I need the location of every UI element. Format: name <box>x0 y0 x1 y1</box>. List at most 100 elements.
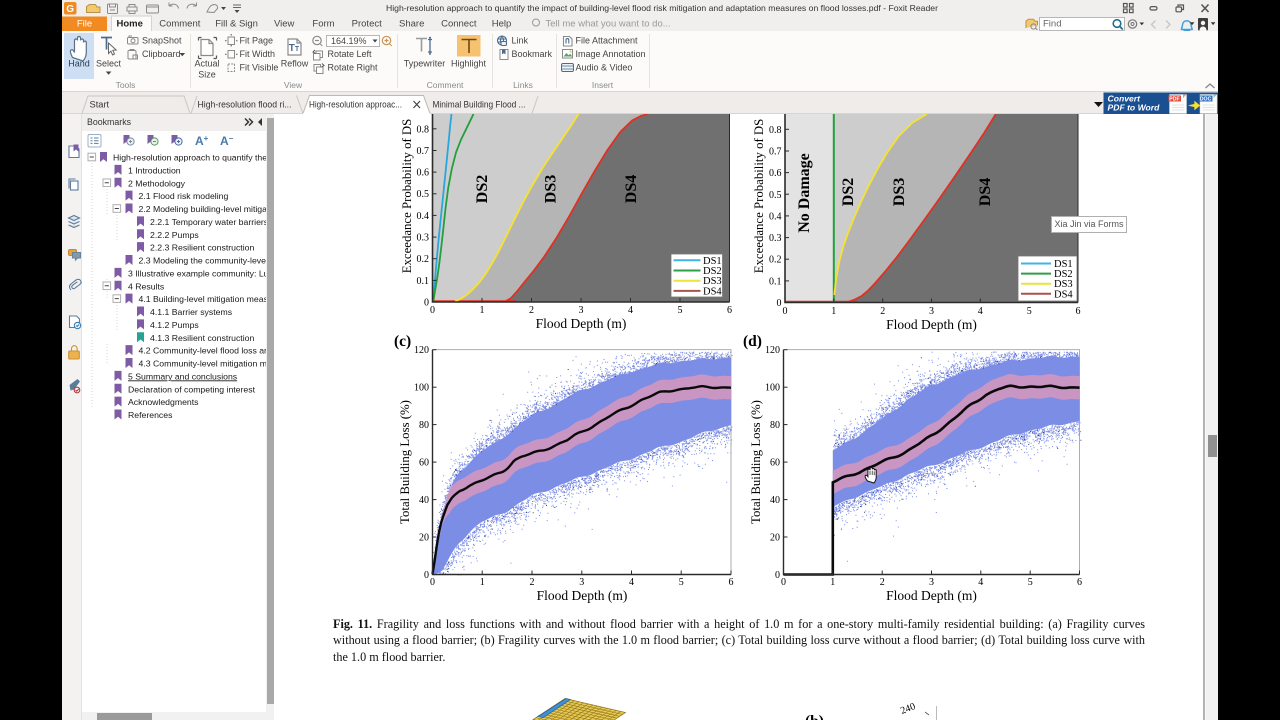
svg-text:Comment: Comment <box>427 80 464 90</box>
svg-text:Home: Home <box>116 19 142 30</box>
svg-text:DS4: DS4 <box>703 286 722 297</box>
svg-text:20: 20 <box>419 533 429 544</box>
svg-text:Connect: Connect <box>441 19 477 30</box>
svg-text:1: 1 <box>480 305 485 316</box>
svg-text:DS4: DS4 <box>623 175 640 203</box>
svg-text:1: 1 <box>831 306 836 317</box>
svg-text:Share: Share <box>399 19 424 30</box>
svg-text:DS3: DS3 <box>543 175 560 203</box>
svg-text:80: 80 <box>770 420 780 431</box>
svg-text:5 Summary and conclusions: 5 Summary and conclusions <box>128 371 238 381</box>
svg-text:DS4: DS4 <box>977 178 994 206</box>
svg-text:PDF to Word: PDF to Word <box>1108 103 1161 113</box>
svg-text:2: 2 <box>529 305 534 316</box>
svg-text:40: 40 <box>770 495 780 506</box>
svg-text:Flood Depth (m): Flood Depth (m) <box>537 588 628 603</box>
svg-text:0: 0 <box>424 298 429 309</box>
svg-text:Exceedance Probability of DS: Exceedance Probability of DS <box>400 119 414 274</box>
svg-text:6: 6 <box>727 305 732 316</box>
svg-text:0.2: 0.2 <box>769 255 782 266</box>
svg-text:Flood Depth (m): Flood Depth (m) <box>886 588 977 603</box>
svg-text:0.7: 0.7 <box>417 146 430 157</box>
svg-text:4: 4 <box>629 577 634 588</box>
svg-text:0.5: 0.5 <box>769 190 782 201</box>
svg-text:4.1.2 Pumps: 4.1.2 Pumps <box>150 320 199 330</box>
svg-text:No Damage: No Damage <box>796 153 813 233</box>
svg-text:Acknowledgments: Acknowledgments <box>128 397 199 407</box>
svg-text:Actual: Actual <box>194 59 219 69</box>
svg-text:4: 4 <box>978 306 983 317</box>
svg-text:60: 60 <box>770 458 780 469</box>
svg-text:0.8: 0.8 <box>769 125 782 136</box>
svg-text:2.2.2 Pumps: 2.2.2 Pumps <box>150 230 199 240</box>
svg-text:1 Introduction: 1 Introduction <box>128 165 181 175</box>
svg-text:(d): (d) <box>743 333 762 350</box>
svg-text:4.3 Community-level mitigation: 4.3 Community-level mitigation mea <box>139 359 267 369</box>
svg-text:60: 60 <box>419 458 429 469</box>
svg-text:2.3 Modeling the community-lev: 2.3 Modeling the community-level <box>139 256 267 266</box>
svg-text:PDF: PDF <box>1169 97 1179 103</box>
svg-text:6: 6 <box>729 577 734 588</box>
svg-text:6: 6 <box>1076 306 1081 317</box>
svg-text:20: 20 <box>770 533 780 544</box>
svg-text:DS3: DS3 <box>891 178 908 206</box>
svg-text:0.5: 0.5 <box>417 189 430 200</box>
svg-text:0.1: 0.1 <box>417 276 430 287</box>
svg-text:TT: TT <box>289 43 300 54</box>
svg-text:Typewriter: Typewriter <box>404 59 446 69</box>
svg-text:Total Building Loss (%): Total Building Loss (%) <box>749 400 763 524</box>
svg-text:DS4: DS4 <box>1054 289 1073 300</box>
svg-text:2.2 Modeling building-level mi: 2.2 Modeling building-level mitigation <box>139 204 267 214</box>
svg-text:2.2.1 Temporary water barriers: 2.2.1 Temporary water barriers <box>150 217 266 227</box>
svg-text:Rotate Left: Rotate Left <box>328 49 373 59</box>
svg-text:0.1: 0.1 <box>769 276 782 287</box>
svg-text:High-resolution flood ri...: High-resolution flood ri... <box>198 100 292 110</box>
svg-text:2.1 Flood risk modeling: 2.1 Flood risk modeling <box>139 191 229 201</box>
svg-text:Total Building Loss (%): Total Building Loss (%) <box>398 400 412 524</box>
svg-text:Exceedance Probability of DS: Exceedance Probability of DS <box>752 119 766 274</box>
svg-text:240: 240 <box>899 701 917 717</box>
svg-text:0: 0 <box>783 306 788 317</box>
svg-text:DS1: DS1 <box>1054 259 1073 270</box>
svg-text:0: 0 <box>777 298 782 309</box>
svg-text:0.6: 0.6 <box>769 168 782 179</box>
svg-text:2.2.3 Resilient construction: 2.2.3 Resilient construction <box>150 243 254 253</box>
svg-text:Find: Find <box>1043 19 1061 30</box>
svg-text:0: 0 <box>424 570 429 581</box>
svg-text:File Attachment: File Attachment <box>576 36 639 46</box>
svg-text:0.7: 0.7 <box>769 147 782 158</box>
svg-text:40: 40 <box>419 495 429 506</box>
svg-text:DS2: DS2 <box>703 266 722 277</box>
svg-text:Fill & Sign: Fill & Sign <box>215 19 258 30</box>
svg-text:0.6: 0.6 <box>417 168 430 179</box>
svg-text:Image Annotation: Image Annotation <box>576 49 646 59</box>
svg-text:Hand: Hand <box>68 59 90 69</box>
svg-text:0.8: 0.8 <box>417 124 430 135</box>
svg-text:5: 5 <box>678 305 683 316</box>
svg-text:Select: Select <box>96 59 122 69</box>
svg-text:(c): (c) <box>394 333 411 350</box>
svg-text:4.1.1 Barrier systems: 4.1.1 Barrier systems <box>150 307 233 317</box>
svg-text:High-resolution approac...: High-resolution approac... <box>309 100 402 110</box>
svg-text:(b): (b) <box>805 713 824 720</box>
svg-text:2 Methodology: 2 Methodology <box>128 178 186 188</box>
svg-text:Comment: Comment <box>159 19 201 30</box>
svg-text:Reflow: Reflow <box>281 59 309 69</box>
svg-text:Insert: Insert <box>592 80 614 90</box>
svg-text:100: 100 <box>414 383 429 394</box>
svg-text:Protect: Protect <box>352 19 382 30</box>
svg-text:3 Illustrative example communi: 3 Illustrative example community: Lumber… <box>128 268 266 278</box>
svg-text:Fit Visible: Fit Visible <box>240 63 279 73</box>
svg-text:DS2: DS2 <box>1054 269 1073 280</box>
svg-text:Fit Page: Fit Page <box>240 36 274 46</box>
svg-text:Size: Size <box>198 70 216 80</box>
svg-text:Link: Link <box>512 36 529 46</box>
svg-text:120: 120 <box>765 345 780 356</box>
svg-text:Highlight: Highlight <box>451 59 487 69</box>
svg-text:High-resolution approach to qu: High-resolution approach to quantify the… <box>113 153 266 163</box>
svg-text:2: 2 <box>880 577 885 588</box>
svg-text:A+: A+ <box>195 134 209 148</box>
svg-text:3: 3 <box>579 305 584 316</box>
svg-text:3: 3 <box>929 306 934 317</box>
svg-text:Flood Depth (m): Flood Depth (m) <box>536 316 627 331</box>
